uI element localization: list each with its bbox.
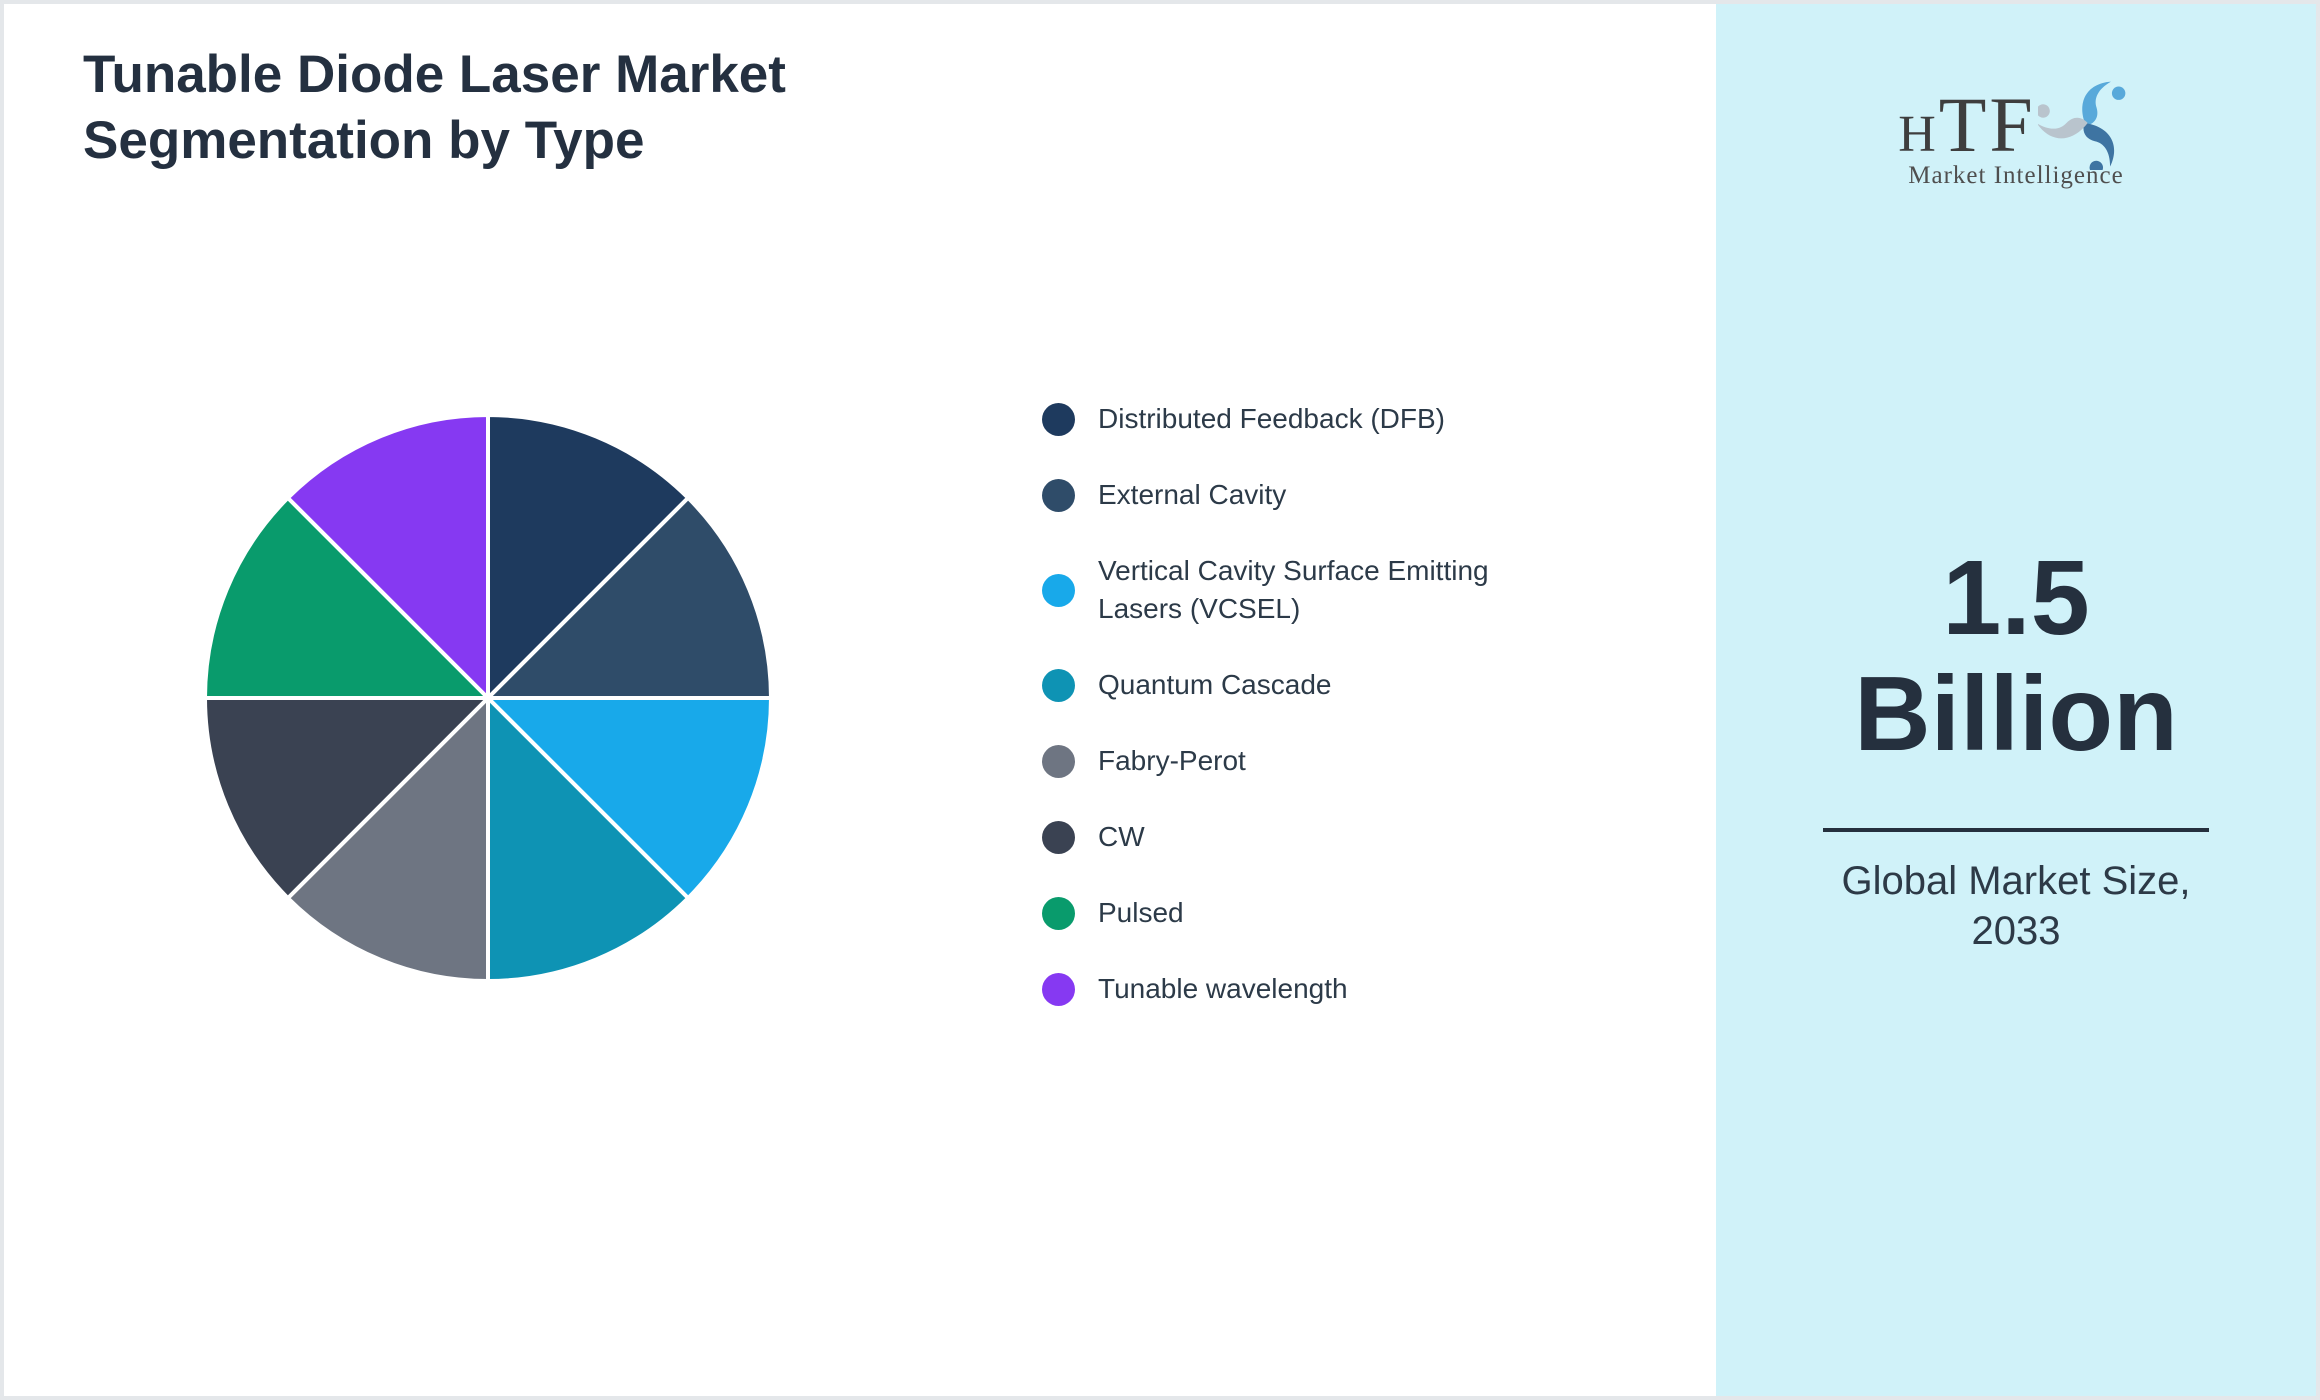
htf-logo: HTF Market Intelligence bbox=[1716, 74, 2316, 190]
legend-item: Distributed Feedback (DFB) bbox=[1042, 400, 1568, 438]
market-size-value-line2: Billion bbox=[1854, 655, 2178, 773]
htf-logo-swirl-icon bbox=[2037, 81, 2126, 170]
pie-slice-3 bbox=[486, 696, 773, 901]
market-size-value: 1.5 Billion bbox=[1716, 540, 2316, 772]
pie-slice-5 bbox=[285, 696, 490, 983]
pie-chart bbox=[203, 413, 773, 983]
legend-color-dot bbox=[1042, 744, 1075, 778]
legend-label: Quantum Cascade bbox=[1098, 669, 1332, 700]
pie-slice-7 bbox=[203, 495, 490, 700]
legend-label: Distributed Feedback (DFB) bbox=[1098, 403, 1446, 434]
legend-label: Tunable wavelength bbox=[1098, 973, 1348, 1004]
legend-color-dot bbox=[1042, 668, 1075, 702]
divider-line bbox=[1823, 828, 2209, 832]
logo-brand-tf: TF bbox=[1938, 81, 2036, 169]
caption-line1: Global Market Size, bbox=[1841, 859, 2191, 903]
page-title-line-1: Tunable Diode Laser Market bbox=[83, 45, 786, 104]
legend-color-dot bbox=[1042, 896, 1075, 930]
legend-color-dot bbox=[1042, 478, 1075, 512]
legend-color-dot bbox=[1042, 820, 1075, 854]
legend-label: Pulsed bbox=[1098, 897, 1184, 928]
page-title: Tunable Diode Laser Market Segmentation … bbox=[83, 42, 786, 174]
legend-label: Vertical Cavity Surface Emitting Lasers … bbox=[1098, 555, 1489, 624]
legend-item: Vertical Cavity Surface Emitting Lasers … bbox=[1042, 552, 1568, 628]
logo-brand-h: H bbox=[1898, 106, 1939, 164]
pie-slice-8 bbox=[285, 413, 490, 700]
pie-slice-1 bbox=[486, 413, 691, 700]
legend-color-dot bbox=[1042, 402, 1075, 436]
legend-item: CW bbox=[1042, 818, 1568, 856]
sidebar: HTF Market Intelligence 1.5 Billion bbox=[1716, 4, 2316, 1396]
market-size-caption: Global Market Size, 2033 bbox=[1716, 856, 2316, 956]
logo-tagline: Market Intelligence bbox=[1908, 162, 2124, 189]
legend-label: Fabry-Perot bbox=[1098, 745, 1246, 776]
legend-item: External Cavity bbox=[1042, 476, 1568, 514]
legend-label: CW bbox=[1098, 821, 1145, 852]
legend-item: Quantum Cascade bbox=[1042, 666, 1568, 704]
htf-logo-brand-row: HTF bbox=[1716, 74, 2316, 170]
chart-legend: Distributed Feedback (DFB) External Cavit… bbox=[1042, 400, 1568, 1046]
caption-line2: 2033 bbox=[1971, 909, 2061, 953]
legend-item: Fabry-Perot bbox=[1042, 742, 1568, 780]
legend-item: Pulsed bbox=[1042, 894, 1568, 932]
pie-slice-6 bbox=[203, 696, 490, 901]
legend-item: Tunable wavelength bbox=[1042, 970, 1568, 1008]
page-title-line-2: Segmentation by Type bbox=[83, 111, 645, 170]
pie-slice-2 bbox=[486, 495, 773, 700]
legend-color-dot bbox=[1042, 573, 1075, 607]
pie-slice-4 bbox=[486, 696, 691, 983]
legend-color-dot bbox=[1042, 972, 1075, 1006]
legend-label: External Cavity bbox=[1098, 479, 1287, 510]
logo-brand-text: HTF bbox=[1898, 84, 2036, 166]
market-size-value-line1: 1.5 bbox=[1942, 539, 2090, 657]
